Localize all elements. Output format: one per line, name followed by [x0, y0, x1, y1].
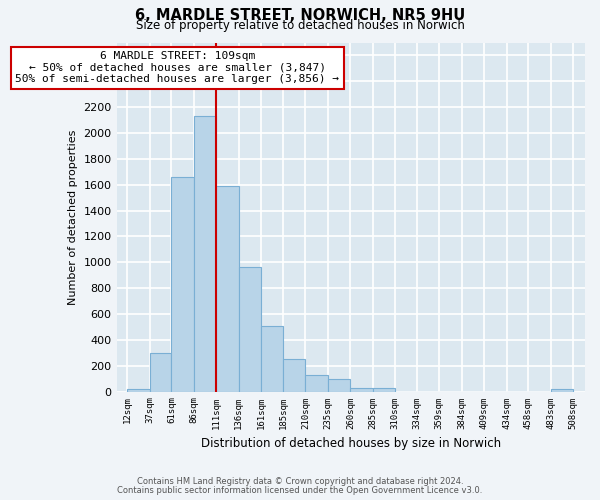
Bar [262, 326, 283, 392]
Bar [283, 358, 305, 392]
Bar [350, 388, 373, 392]
X-axis label: Distribution of detached houses by size in Norwich: Distribution of detached houses by size … [201, 437, 501, 450]
Bar [239, 268, 262, 392]
Text: Contains public sector information licensed under the Open Government Licence v3: Contains public sector information licen… [118, 486, 482, 495]
Bar [217, 186, 239, 392]
Bar [127, 389, 150, 392]
Bar [194, 116, 217, 392]
Text: Contains HM Land Registry data © Crown copyright and database right 2024.: Contains HM Land Registry data © Crown c… [137, 477, 463, 486]
Text: Size of property relative to detached houses in Norwich: Size of property relative to detached ho… [136, 19, 464, 32]
Bar [328, 378, 350, 392]
Bar [150, 353, 172, 392]
Y-axis label: Number of detached properties: Number of detached properties [68, 130, 78, 304]
Bar [305, 374, 328, 392]
Text: 6 MARDLE STREET: 109sqm
← 50% of detached houses are smaller (3,847)
50% of semi: 6 MARDLE STREET: 109sqm ← 50% of detache… [16, 51, 340, 84]
Bar [373, 388, 395, 392]
Bar [551, 389, 574, 392]
Bar [172, 177, 194, 392]
Text: 6, MARDLE STREET, NORWICH, NR5 9HU: 6, MARDLE STREET, NORWICH, NR5 9HU [135, 8, 465, 22]
